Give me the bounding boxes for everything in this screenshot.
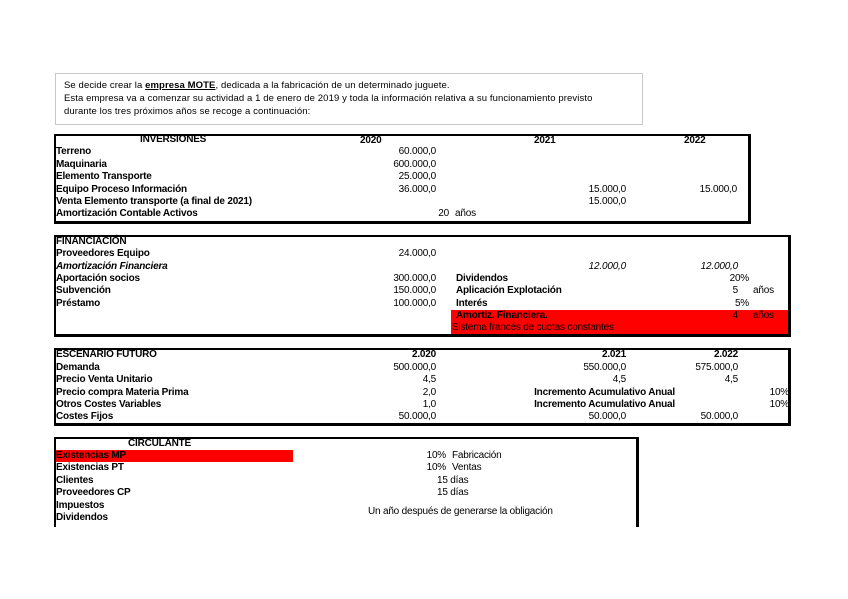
year-header: 2022	[684, 135, 706, 146]
param-value: 20%	[729, 273, 750, 284]
intro-line-2: Esta empresa va a comenzar su actividad …	[64, 93, 593, 104]
row-label: Otros Costes Variables	[56, 399, 162, 410]
row-label: Elemento Transporte	[56, 171, 152, 182]
inversiones-title: INVERSIONES	[140, 134, 207, 145]
param-unit: años	[753, 285, 774, 296]
row-label: Existencias PT	[56, 462, 124, 473]
year-header: 2020	[360, 135, 382, 146]
value: 15.000,0	[699, 184, 738, 195]
increment-value: 10%	[769, 387, 790, 398]
value: 1,0	[422, 399, 437, 410]
increment-value: 10%	[769, 399, 790, 410]
year-header: 2.020	[411, 349, 436, 360]
row-label: Subvención	[56, 285, 111, 296]
increment-label: Incremento Acumulativo Anual	[534, 387, 675, 398]
row-label: Amortización Financiera	[56, 261, 168, 272]
value: 50.000,0	[588, 411, 627, 422]
value: 550.000,0	[583, 362, 626, 373]
param-label: Interés	[456, 298, 488, 309]
param-label: Dividendos	[456, 273, 508, 284]
intro-text: , dedicada a la fabricación de un determ…	[215, 80, 450, 91]
escenario-title: ESCENARIO FUTURO	[56, 349, 157, 360]
unit: Fabricación	[452, 450, 502, 461]
value: 2,0	[422, 387, 437, 398]
value: 50.000,0	[700, 411, 739, 422]
value: 4,5	[724, 374, 739, 385]
row-label: Equipo Proceso Información	[56, 184, 187, 195]
tax-dividend-note: Un año después de generarse la obligació…	[368, 506, 553, 517]
value: 25.000,0	[398, 171, 437, 182]
row-label: Demanda	[56, 362, 100, 373]
unit: Ventas	[452, 462, 482, 473]
row-label: Clientes	[56, 475, 94, 486]
row-label: Impuestos	[56, 500, 105, 511]
row-label: Maquinaria	[56, 159, 107, 170]
row-label: Dividendos	[56, 512, 108, 523]
increment-label: Incremento Acumulativo Anual	[534, 399, 675, 410]
value: 20	[438, 208, 449, 219]
row-label: Terreno	[56, 146, 92, 157]
row-label: Proveedores Equipo	[56, 248, 150, 259]
intro-line-1: Se decide crear la empresa MOTE, dedicad…	[64, 80, 450, 91]
value: 100.000,0	[393, 298, 436, 309]
value: 15.000,0	[588, 184, 627, 195]
value: 10%	[426, 462, 447, 473]
row-label: Precio compra Materia Prima	[56, 387, 189, 398]
intro-line-3: durante los tres próximos años se recoge…	[64, 106, 311, 117]
unit: años	[455, 208, 476, 219]
year-header: 2.022	[713, 349, 738, 360]
intro-text: Se decide crear la	[64, 80, 146, 91]
row-label: Amortización Contable Activos	[56, 208, 198, 219]
param-value: 5%	[734, 298, 749, 309]
value: 15 días	[437, 475, 469, 486]
value: 15.000,0	[588, 196, 627, 207]
financiacion-table	[54, 235, 791, 337]
row-label: Proveedores CP	[56, 487, 131, 498]
param-unit: años	[753, 310, 774, 321]
year-header: 2021	[534, 135, 556, 146]
value: 36.000,0	[398, 184, 437, 195]
param-value: 5	[732, 285, 739, 296]
row-label: Venta Elemento transporte (a final de 20…	[56, 196, 252, 207]
row-label: Préstamo	[56, 298, 100, 309]
row-label: Precio Venta Unitario	[56, 374, 153, 385]
value: 60.000,0	[398, 146, 437, 157]
intro-box: Se decide crear la empresa MOTE, dedicad…	[55, 73, 643, 125]
company-name: empresa MOTE	[145, 80, 216, 91]
inversiones-table	[54, 134, 751, 224]
value: 12.000,0	[588, 261, 627, 272]
value: 10%	[426, 450, 447, 461]
param-label: Aplicación Explotación	[456, 285, 562, 296]
row-label: Existencias MP	[56, 450, 127, 461]
value: 15 días	[437, 487, 469, 498]
value: 150.000,0	[393, 285, 436, 296]
circulante-title: CIRCULANTE	[128, 438, 191, 449]
highlight-cell	[55, 450, 293, 462]
param-value: 4	[732, 310, 739, 321]
row-label: Aportación socios	[56, 273, 140, 284]
value: 300.000,0	[393, 273, 436, 284]
value: 4,5	[422, 374, 437, 385]
value: 600.000,0	[393, 159, 436, 170]
value: 575.000,0	[695, 362, 738, 373]
circulante-table	[54, 437, 639, 527]
param-label: Amortiz. Financiera.	[456, 310, 548, 321]
amortization-note: Sistema francés de cuotas constantes	[452, 322, 614, 333]
value: 50.000,0	[398, 411, 437, 422]
value: 12.000,0	[700, 261, 739, 272]
escenario-table	[54, 348, 791, 426]
value: 24.000,0	[398, 248, 437, 259]
value: 4,5	[612, 374, 627, 385]
highlight-cell	[451, 310, 789, 334]
value: 500.000,0	[393, 362, 436, 373]
row-label: Costes Fijos	[56, 411, 114, 422]
year-header: 2.021	[601, 349, 626, 360]
financiacion-title: FINANCIACIÓN	[56, 236, 127, 247]
